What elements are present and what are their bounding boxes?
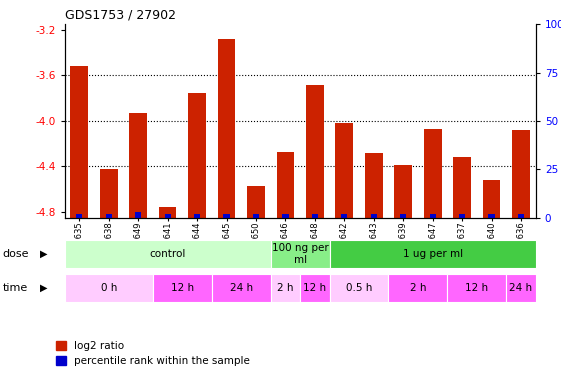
Bar (65, 240, 270, 268)
Bar (270, 274, 300, 302)
Bar (306, 85, 324, 218)
Text: control: control (149, 249, 186, 259)
Text: ▶: ▶ (40, 249, 48, 259)
Bar (400, 214, 406, 217)
Text: 2 h: 2 h (277, 283, 293, 293)
Bar (65, 274, 153, 302)
Bar (482, 180, 500, 218)
Bar (518, 214, 524, 217)
Text: GDS1753 / 27902: GDS1753 / 27902 (65, 9, 176, 22)
Bar (153, 274, 212, 302)
Bar (282, 214, 288, 217)
Text: dose: dose (3, 249, 29, 259)
Bar (453, 157, 471, 218)
Bar (512, 130, 530, 218)
Text: time: time (3, 283, 28, 293)
Bar (329, 274, 388, 302)
Text: 100 ng per
ml: 100 ng per ml (272, 243, 329, 265)
Bar (459, 214, 465, 217)
Bar (448, 274, 506, 302)
Bar (365, 153, 383, 218)
Bar (76, 214, 82, 217)
Legend: log2 ratio, percentile rank within the sample: log2 ratio, percentile rank within the s… (56, 341, 250, 366)
Bar (71, 66, 88, 218)
Text: 24 h: 24 h (509, 283, 532, 293)
Bar (247, 186, 265, 218)
Bar (135, 212, 141, 217)
Bar (212, 274, 270, 302)
Text: ▶: ▶ (40, 283, 48, 293)
Bar (341, 214, 347, 217)
Text: 12 h: 12 h (304, 283, 327, 293)
Text: 12 h: 12 h (171, 283, 194, 293)
Bar (277, 152, 294, 217)
Bar (164, 214, 171, 217)
Bar (389, 274, 448, 302)
Bar (100, 169, 118, 217)
Bar (312, 214, 318, 217)
Bar (394, 165, 412, 218)
Bar (371, 214, 377, 217)
Bar (188, 93, 206, 218)
Text: 24 h: 24 h (229, 283, 253, 293)
Text: 0.5 h: 0.5 h (346, 283, 373, 293)
Bar (223, 214, 229, 217)
Bar (430, 214, 436, 217)
Bar (300, 274, 329, 302)
Text: 0 h: 0 h (100, 283, 117, 293)
Bar (506, 274, 536, 302)
Bar (253, 214, 259, 217)
Text: 2 h: 2 h (410, 283, 426, 293)
Bar (159, 207, 177, 218)
Bar (329, 240, 536, 268)
Bar (129, 113, 147, 218)
Text: 12 h: 12 h (465, 283, 489, 293)
Bar (424, 129, 442, 218)
Bar (218, 39, 235, 218)
Bar (335, 123, 353, 218)
Bar (489, 214, 495, 217)
Bar (194, 214, 200, 217)
Bar (270, 240, 329, 268)
Text: 1 ug per ml: 1 ug per ml (403, 249, 463, 259)
Bar (105, 214, 112, 217)
